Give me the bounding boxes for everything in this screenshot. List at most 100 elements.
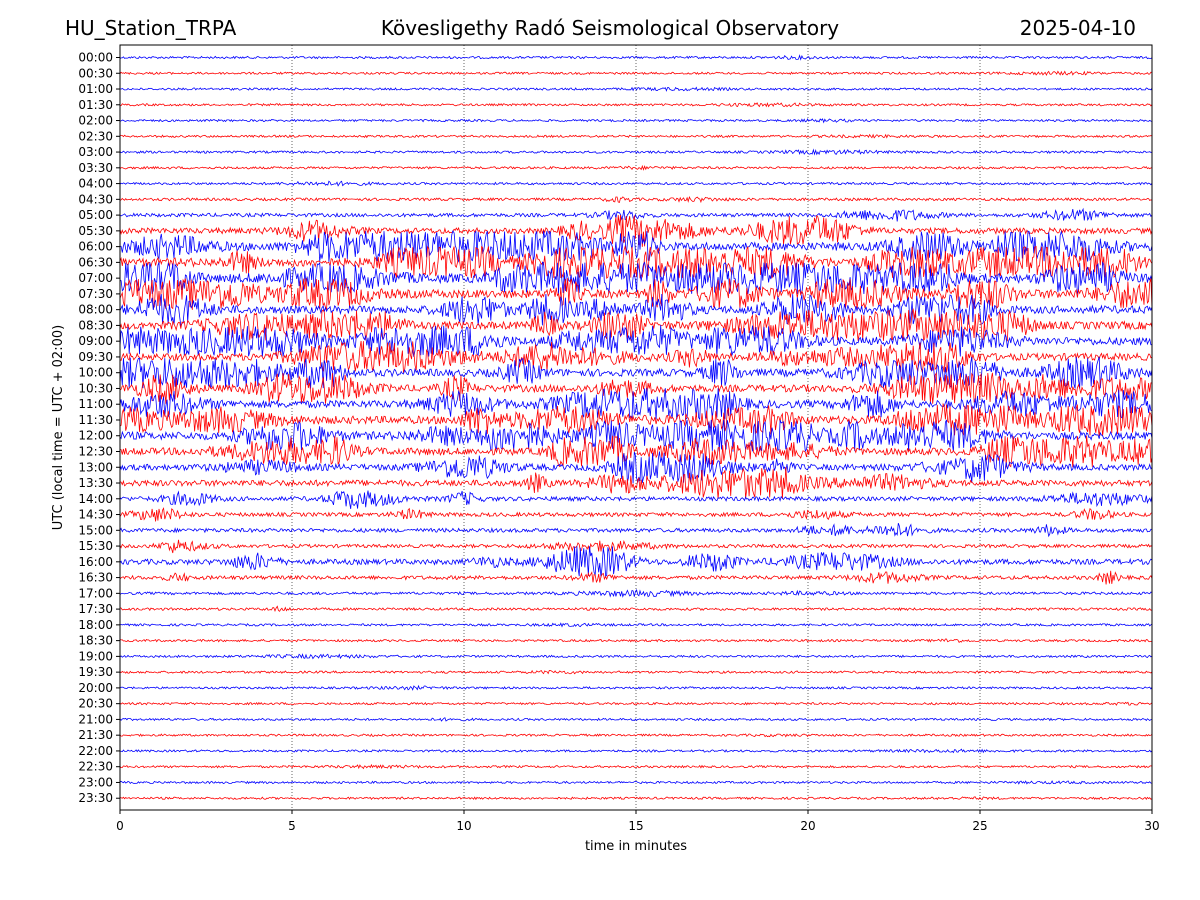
trace-0700 [119, 261, 1153, 295]
trace-1430 [119, 507, 1153, 522]
trace-2030 [119, 701, 1153, 706]
trace-0300 [119, 148, 1153, 156]
y-tick-label: 02:00 [78, 114, 113, 128]
y-tick-label: 14:30 [78, 508, 113, 522]
y-tick-label: 02:30 [78, 129, 113, 143]
y-tick-label: 01:30 [78, 98, 113, 112]
y-tick-label: 17:00 [78, 586, 113, 600]
trace-0530 [119, 214, 1153, 247]
x-tick-label: 10 [456, 819, 471, 833]
y-tick-label: 18:30 [78, 634, 113, 648]
x-tick-label: 25 [972, 819, 987, 833]
y-tick-label: 07:30 [78, 287, 113, 301]
x-tick-label: 0 [116, 819, 124, 833]
x-tick-label: 5 [288, 819, 296, 833]
y-tick-label: 12:00 [78, 429, 113, 443]
y-tick-label: 13:00 [78, 460, 113, 474]
trace-0930 [119, 340, 1153, 374]
trace-1300 [119, 451, 1153, 484]
trace-0630 [119, 244, 1153, 279]
trace-0730 [119, 277, 1153, 310]
y-tick-label: 20:30 [78, 697, 113, 711]
trace-0100 [119, 86, 1153, 92]
trace-2300 [119, 780, 1152, 785]
trace-2200 [119, 748, 1153, 754]
y-tick-label: 04:30 [78, 192, 113, 206]
y-tick-label: 14:00 [78, 492, 113, 506]
y-tick-label: 08:30 [78, 318, 113, 332]
y-tick-label: 05:00 [78, 208, 113, 222]
y-tick-label: 04:00 [78, 177, 113, 191]
x-axis-ticks: 0 5 10 15 20 25 30 [116, 810, 1160, 833]
trace-0230 [119, 133, 1153, 139]
trace-1330 [119, 467, 1153, 499]
trace-2000 [119, 684, 1153, 691]
y-tick-label: 13:30 [78, 476, 113, 490]
y-tick-label: 12:30 [78, 445, 113, 459]
y-tick-label: 09:30 [78, 350, 113, 364]
trace-0830 [119, 308, 1153, 342]
trace-1830 [119, 638, 1153, 644]
trace-1030 [119, 371, 1152, 405]
trace-1930 [119, 669, 1153, 675]
trace-1900 [119, 653, 1153, 660]
trace-1700 [119, 588, 1153, 598]
y-tick-label: 08:00 [78, 303, 113, 317]
trace-0330 [119, 164, 1153, 171]
y-tick-label: 16:30 [78, 571, 113, 585]
trace-0000 [119, 54, 1153, 61]
x-tick-label: 30 [1144, 819, 1159, 833]
trace-1230 [120, 435, 1153, 468]
y-tick-label: 22:30 [78, 760, 113, 774]
trace-0500 [119, 207, 1153, 222]
trace-1400 [119, 490, 1153, 509]
trace-1530 [119, 539, 1153, 554]
y-tick-label: 05:30 [78, 224, 113, 238]
chart-title: Kövesligethy Radó Seismological Observat… [381, 16, 839, 40]
trace-0400 [119, 180, 1153, 187]
y-tick-label: 15:00 [78, 523, 113, 537]
trace-1130 [119, 402, 1153, 436]
trace-1630 [119, 570, 1153, 585]
y-tick-label: 01:00 [78, 82, 113, 96]
y-tick-label: 10:00 [78, 366, 113, 380]
trace-0800 [119, 293, 1153, 327]
trace-2330 [119, 796, 1153, 801]
chart-date: 2025-04-10 [1020, 16, 1136, 40]
y-tick-label: 00:30 [78, 66, 113, 80]
trace-1600 [119, 546, 1153, 578]
y-tick-label: 00:00 [78, 51, 113, 65]
y-tick-label: 17:30 [78, 602, 113, 616]
x-tick-label: 15 [628, 819, 643, 833]
trace-0130 [119, 102, 1153, 108]
trace-2100 [119, 717, 1152, 722]
y-tick-label: 22:00 [78, 744, 113, 758]
trace-2130 [119, 733, 1153, 738]
y-tick-label: 09:00 [78, 334, 113, 348]
seismogram-traces [119, 54, 1153, 801]
station-name: HU_Station_TRPA [65, 16, 237, 40]
trace-1000 [119, 356, 1153, 389]
y-axis-label: UTC (local time = UTC + 02:00) [51, 325, 66, 530]
y-tick-label: 19:30 [78, 665, 113, 679]
trace-2230 [119, 763, 1153, 770]
y-tick-label: 18:00 [78, 618, 113, 632]
y-tick-label: 21:00 [78, 712, 113, 726]
trace-1500 [119, 523, 1153, 538]
x-axis-label: time in minutes [585, 839, 687, 854]
trace-1800 [119, 622, 1153, 628]
y-tick-label: 19:00 [78, 649, 113, 663]
y-tick-label: 10:30 [78, 381, 113, 395]
trace-0600 [119, 230, 1153, 263]
trace-0430 [119, 196, 1153, 204]
y-tick-label: 07:00 [78, 271, 113, 285]
trace-0900 [119, 325, 1152, 357]
y-tick-label: 16:00 [78, 555, 113, 569]
trace-1730 [119, 605, 1153, 613]
y-tick-label: 15:30 [78, 539, 113, 553]
y-tick-label: 11:30 [78, 413, 113, 427]
x-tick-label: 20 [800, 819, 815, 833]
y-tick-label: 03:00 [78, 145, 113, 159]
